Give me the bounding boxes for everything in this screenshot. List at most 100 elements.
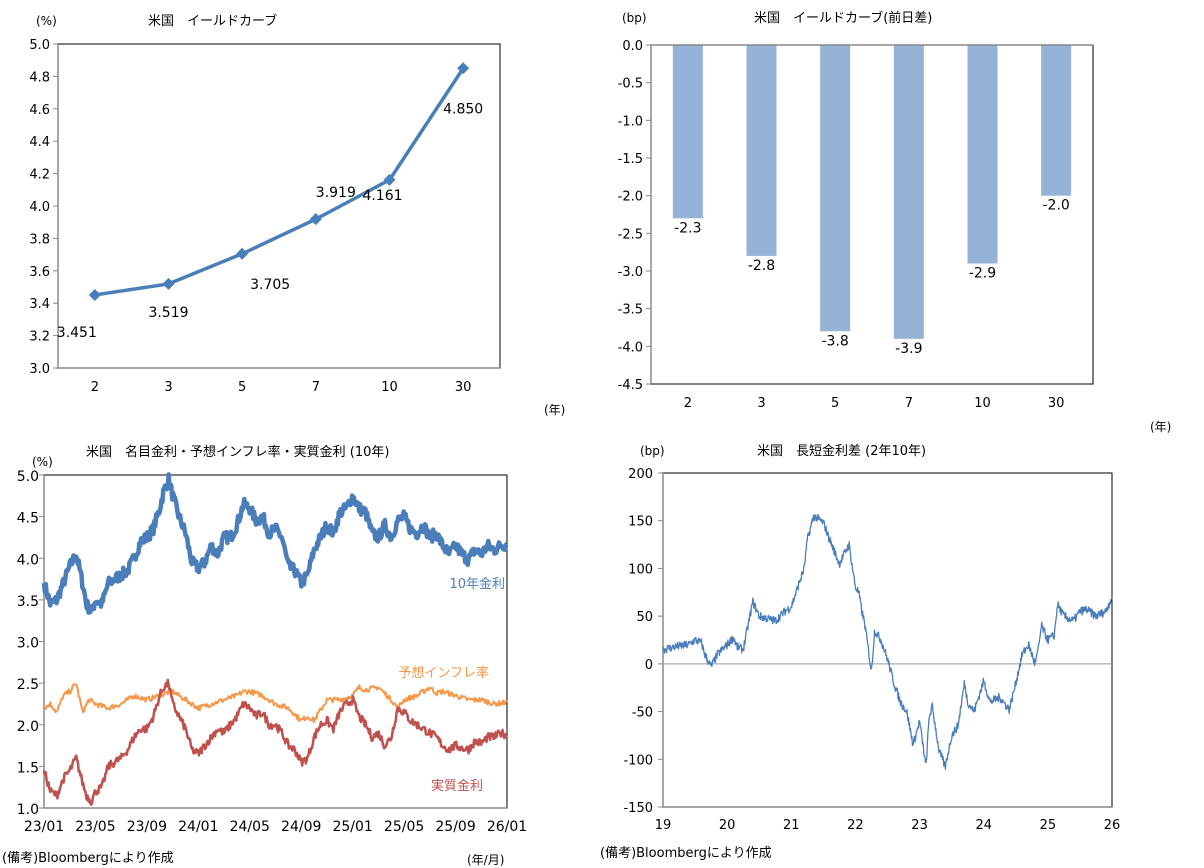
expected-inflation-line bbox=[43, 683, 508, 724]
data-label: 3.519 bbox=[148, 305, 188, 321]
y-tick-label: 2.5 bbox=[17, 677, 39, 693]
x-tick-label: 2 bbox=[91, 380, 99, 395]
y-tick-label: 3.0 bbox=[29, 362, 50, 377]
data-point-marker bbox=[88, 288, 101, 301]
data-label: 4.161 bbox=[362, 188, 402, 204]
data-point-marker bbox=[162, 277, 175, 290]
x-tick-label: 20 bbox=[719, 818, 736, 833]
x-tick-label: 23/05 bbox=[75, 819, 115, 835]
data-label: 4.850 bbox=[443, 101, 483, 117]
legend-real-rate: 実質金利 bbox=[431, 778, 483, 794]
y-tick-label: -1.5 bbox=[618, 152, 643, 167]
y-tick-label: 50 bbox=[636, 610, 653, 625]
x-tick-label: 10 bbox=[381, 380, 398, 395]
legend-expected-inflation: 予想インフレ率 bbox=[398, 665, 489, 681]
x-tick-label: 23/09 bbox=[127, 819, 167, 835]
y-tick-label: -2.0 bbox=[618, 190, 643, 205]
y-tick-label: 1.5 bbox=[17, 760, 39, 776]
y-tick-label: -3.5 bbox=[618, 303, 643, 318]
y-tick-label: 4.8 bbox=[29, 70, 50, 85]
y-tick-label: -150 bbox=[623, 801, 653, 816]
bar bbox=[1041, 45, 1072, 196]
y-tick-label: 3.8 bbox=[29, 232, 50, 247]
y-tick-label: 150 bbox=[628, 515, 653, 530]
x-tick-label: 24 bbox=[975, 818, 992, 833]
term-spread-y-unit: (bp) bbox=[640, 444, 665, 458]
yield-curve-chart: (%) 米国 イールドカーブ 5.0 4.8 4.6 4.4 4.2 4.0 3.8 3.6 3… bbox=[29, 13, 565, 417]
y-tick-label: -1.0 bbox=[618, 114, 643, 129]
y-tick-label: 2.0 bbox=[17, 719, 39, 735]
source-note-right: (備考)Bloombergにより作成 bbox=[600, 846, 772, 861]
y-tick-label: 4.6 bbox=[29, 103, 50, 118]
x-tick-label: 26 bbox=[1104, 818, 1121, 833]
x-tick-label: 26/01 bbox=[487, 819, 527, 835]
data-label: -2.9 bbox=[969, 265, 996, 281]
rates-title: 米国 名目金利・予想インフレ率・実質金利 (10年) bbox=[86, 444, 389, 460]
x-tick-label: 25/09 bbox=[435, 819, 475, 835]
yield-change-title: 米国 イールドカーブ(前日差) bbox=[754, 10, 932, 26]
y-tick-label: -4.0 bbox=[618, 340, 643, 355]
data-point-marker bbox=[309, 213, 322, 226]
y-tick-label: 3.6 bbox=[29, 265, 50, 280]
yield-change-x-unit: (年) bbox=[1150, 420, 1171, 434]
y-tick-label: -0.5 bbox=[618, 77, 643, 92]
bar bbox=[967, 45, 998, 264]
yield-curve-plot-frame bbox=[57, 43, 501, 369]
rates-chart: 米国 名目金利・予想インフレ率・実質金利 (10年) (%) 5.0 4.5 4.0… bbox=[17, 444, 527, 867]
y-tick-label: 5.0 bbox=[17, 469, 39, 485]
x-tick-label: 10 bbox=[974, 396, 991, 411]
y-tick-label: 3.2 bbox=[29, 330, 50, 345]
y-tick-label: 4.0 bbox=[29, 200, 50, 215]
y-tick-label: 5.0 bbox=[29, 38, 50, 53]
y-tick-label: 3.5 bbox=[17, 594, 39, 610]
y-tick-label: 100 bbox=[628, 562, 653, 577]
y-tick-label: 4.0 bbox=[17, 552, 39, 568]
data-label: -2.0 bbox=[1043, 198, 1070, 214]
y-tick-label: -100 bbox=[623, 753, 653, 768]
y-tick-label: 3.4 bbox=[29, 297, 50, 312]
x-tick-label: 7 bbox=[905, 396, 913, 411]
x-tick-label: 25/05 bbox=[384, 819, 424, 835]
yield-curve-line bbox=[94, 67, 465, 297]
x-tick-label: 5 bbox=[831, 396, 839, 411]
y-tick-label: 4.5 bbox=[17, 511, 39, 527]
source-note-left: (備考)Bloombergにより作成 bbox=[2, 851, 174, 866]
term-spread-title: 米国 長短金利差 (2年10年) bbox=[757, 443, 926, 459]
yield-change-plot-frame bbox=[650, 44, 1094, 385]
data-point-marker bbox=[383, 173, 396, 186]
rates-x-unit: (年/月) bbox=[467, 853, 504, 867]
data-label: 3.451 bbox=[57, 325, 97, 341]
data-label: -2.3 bbox=[674, 220, 701, 236]
bar bbox=[746, 45, 777, 256]
real-rate-line bbox=[42, 678, 509, 806]
y-tick-label: -50 bbox=[632, 706, 653, 721]
x-tick-label: 19 bbox=[655, 818, 672, 833]
x-tick-label: 23/01 bbox=[24, 819, 64, 835]
x-tick-label: 3 bbox=[164, 380, 172, 395]
yield-change-y-unit: (bp) bbox=[622, 11, 647, 25]
x-tick-label: 24/09 bbox=[281, 819, 321, 835]
x-tick-label: 7 bbox=[312, 380, 320, 395]
x-tick-label: 2 bbox=[684, 396, 692, 411]
yield-curve-y-unit: (%) bbox=[36, 14, 57, 28]
data-point-marker bbox=[457, 62, 470, 75]
bar bbox=[672, 45, 703, 219]
legend-nominal-rate: 10年金利 bbox=[449, 576, 505, 592]
bar bbox=[820, 45, 851, 332]
x-tick-label: 24/01 bbox=[178, 819, 218, 835]
x-tick-label: 5 bbox=[238, 380, 246, 395]
y-tick-label: 4.4 bbox=[29, 135, 50, 150]
x-tick-label: 30 bbox=[1048, 396, 1065, 411]
y-tick-label: 3.0 bbox=[17, 636, 39, 652]
yield-curve-title: 米国 イールドカーブ bbox=[148, 13, 277, 29]
term-spread-chart: (bp) 米国 長短金利差 (2年10年) 200 150 100 50 0 -50 -10… bbox=[623, 443, 1120, 833]
y-tick-label: 0.0 bbox=[622, 39, 643, 54]
y-tick-label: -4.5 bbox=[618, 378, 643, 393]
y-tick-label: -2.5 bbox=[618, 227, 643, 242]
data-point-marker bbox=[236, 247, 249, 260]
yield-change-chart: (bp) 米国 イールドカーブ(前日差) 0.0 -0.5 -1.0 -1.5 -2.0… bbox=[618, 10, 1172, 434]
y-tick-label: 1.0 bbox=[17, 802, 39, 818]
y-tick-label: -3.0 bbox=[618, 265, 643, 280]
y-tick-label: 0 bbox=[645, 658, 653, 673]
